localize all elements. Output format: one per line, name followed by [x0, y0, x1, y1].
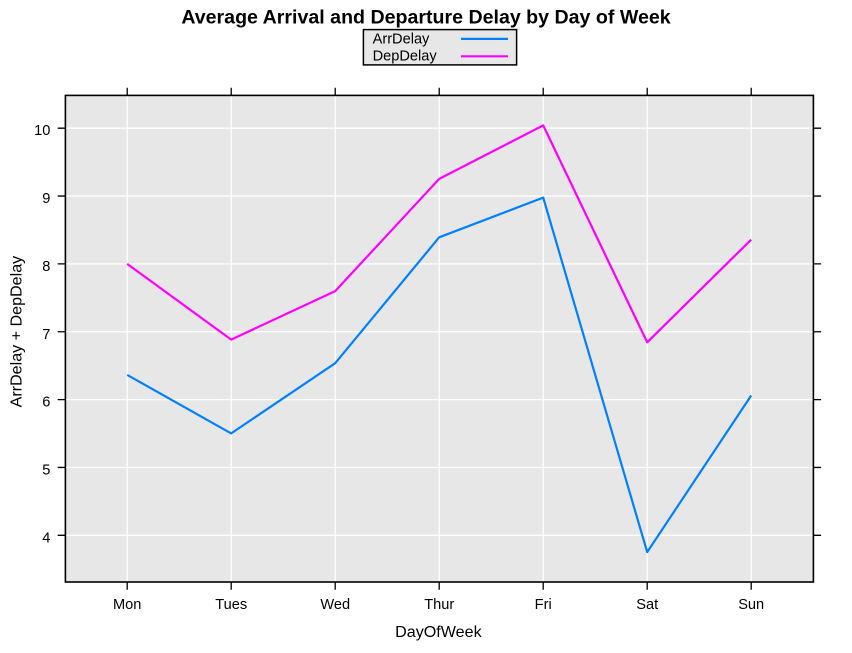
svg-text:Wed: Wed: [320, 597, 350, 613]
svg-text:6: 6: [42, 395, 50, 411]
svg-text:Thur: Thur: [424, 597, 454, 613]
svg-text:Sun: Sun: [738, 597, 764, 613]
svg-text:7: 7: [42, 327, 50, 343]
svg-text:Mon: Mon: [113, 597, 141, 613]
svg-text:Average Arrival and Departure: Average Arrival and Departure Delay by D…: [181, 6, 670, 28]
svg-text:8: 8: [42, 259, 50, 275]
svg-text:ArrDelay: ArrDelay: [373, 31, 430, 47]
svg-text:Sat: Sat: [636, 597, 658, 613]
svg-text:DayOfWeek: DayOfWeek: [395, 623, 482, 641]
svg-text:Tues: Tues: [215, 597, 247, 613]
svg-text:ArrDelay + DepDelay: ArrDelay + DepDelay: [8, 255, 26, 408]
svg-text:9: 9: [42, 191, 50, 207]
svg-text:5: 5: [42, 462, 50, 478]
svg-text:DepDelay: DepDelay: [373, 49, 438, 65]
svg-text:Fri: Fri: [535, 597, 552, 613]
svg-text:10: 10: [34, 123, 50, 139]
svg-text:4: 4: [42, 530, 50, 546]
